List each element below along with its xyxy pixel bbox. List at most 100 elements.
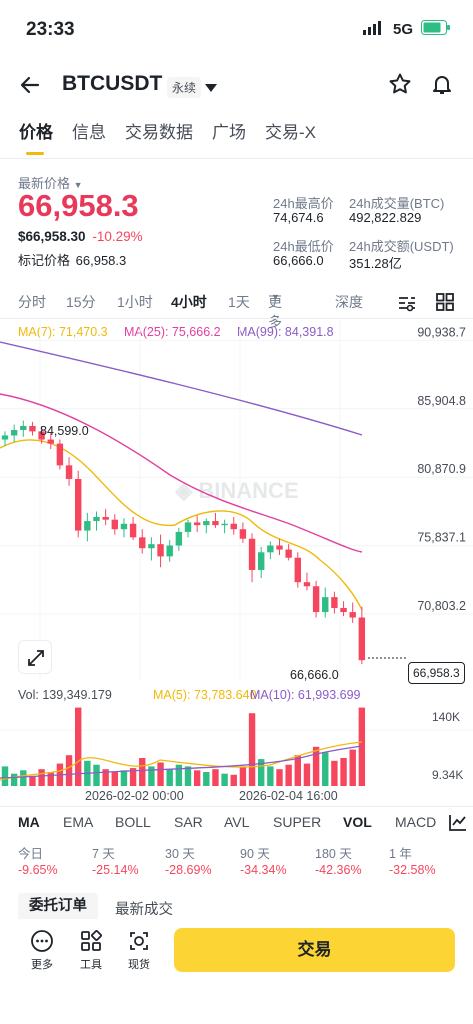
candle-body: [230, 523, 237, 530]
indicator-boll[interactable]: BOLL: [115, 814, 151, 830]
tab-trading-data[interactable]: 交易数据: [125, 123, 193, 142]
candle-body: [166, 545, 173, 557]
candle-body: [203, 521, 210, 526]
spot-button[interactable]: 现货: [119, 929, 159, 972]
indicator-ema[interactable]: EMA: [63, 814, 94, 830]
tab-latest-trades[interactable]: 最新成交: [115, 902, 173, 918]
candle-body: [111, 519, 118, 530]
price-usd: $66,958.30: [18, 229, 86, 244]
ma25-legend: MA(25): 75,666.2: [124, 325, 221, 339]
tab-trade-x[interactable]: 交易-X: [265, 123, 316, 142]
spot-label: 现货: [128, 959, 150, 971]
tab-price[interactable]: 价格: [19, 118, 53, 162]
performance-value: -34.34%: [240, 863, 287, 877]
timeframe-15m[interactable]: 15分: [66, 294, 96, 310]
network-label: 5G: [392, 21, 413, 38]
high-24h-label: 24h最高价: [273, 196, 334, 211]
time-label-2: 2026-02-04 16:00: [239, 789, 338, 803]
mark-price: 66,958.3: [75, 253, 127, 268]
candlestick-chart[interactable]: ◈ BINANCE 90,938.7 85,904.8 80,870.9 75,837…: [0, 320, 473, 680]
vol-usdt-label: 24h成交额(USDT): [349, 239, 454, 254]
candle-body: [303, 582, 311, 587]
timeframe-line[interactable]: 分时: [18, 294, 46, 310]
status-bar: 23:33 5G: [0, 0, 473, 60]
contract-badge: 永续: [167, 77, 202, 98]
indicator-ma[interactable]: MA: [18, 814, 40, 830]
candle-body: [129, 523, 137, 538]
volume-bar: [221, 773, 228, 786]
candle-body: [84, 521, 91, 531]
candle-body: [1, 435, 9, 440]
volume-bar: [248, 713, 256, 786]
volume-bar: [312, 746, 320, 786]
performance-label: 今日: [18, 847, 44, 861]
candle-body: [120, 523, 128, 530]
timeframe-1d[interactable]: 1天: [228, 294, 250, 310]
symbol-title[interactable]: BTCUSDT: [62, 72, 163, 95]
performance-value: -25.14%: [92, 863, 139, 877]
top-header: BTCUSDT 永续: [0, 60, 473, 110]
price-axis-label: 70,803.2: [417, 599, 466, 613]
volume-bar: [75, 707, 82, 786]
volume-bar: [102, 769, 109, 786]
more-button[interactable]: 更多: [22, 929, 62, 972]
candle-body: [10, 430, 18, 436]
candle-body: [340, 608, 347, 613]
bell-icon[interactable]: [430, 72, 454, 101]
binance-watermark: ◈ BINANCE: [174, 478, 298, 503]
more-label: 更多: [31, 959, 53, 971]
volume-bar: [184, 766, 192, 786]
status-time: 23:33: [26, 19, 75, 40]
volume-bar: [340, 758, 347, 786]
low-annotation: 66,666.0: [290, 668, 339, 682]
timeframe-4h[interactable]: 4小时: [171, 294, 207, 310]
candle-body: [175, 531, 183, 546]
indicator-macd[interactable]: MACD: [395, 814, 437, 830]
back-arrow-icon[interactable]: [18, 73, 42, 102]
volume-chart[interactable]: [0, 700, 473, 788]
trade-button[interactable]: 交易: [174, 928, 455, 972]
tab-info[interactable]: 信息: [72, 123, 106, 142]
tools-button[interactable]: 工具: [71, 929, 111, 972]
timeframe-1h[interactable]: 1小时: [117, 294, 153, 310]
performance-value: -42.36%: [315, 863, 362, 877]
chart-settings-icon[interactable]: [397, 293, 417, 316]
latest-price-label[interactable]: 最新价格 ▼: [18, 173, 83, 192]
candle-body: [358, 617, 366, 661]
vol-legend: Vol: 139,349.179: [18, 688, 112, 702]
volume-bar: [129, 768, 137, 786]
timeframe-depth[interactable]: 深度: [335, 294, 363, 310]
signal-icon: [362, 20, 385, 39]
star-icon[interactable]: [388, 72, 412, 101]
tabs-divider: [0, 158, 473, 159]
caret-down-icon: ▼: [271, 292, 280, 302]
vol-axis-max: 140K: [432, 710, 461, 724]
volume-bar: [267, 766, 274, 786]
indicator-super[interactable]: SUPER: [273, 814, 322, 830]
performance-label: 30 天: [165, 847, 195, 861]
candle-body: [212, 521, 219, 526]
candle-body: [267, 545, 274, 553]
price-axis-label: 75,837.1: [417, 531, 466, 545]
indicator-chart-icon[interactable]: [444, 812, 468, 835]
indicator-vol[interactable]: VOL: [343, 814, 372, 830]
indicator-avl[interactable]: AVL: [224, 814, 250, 830]
tab-square[interactable]: 广场: [212, 123, 246, 142]
symbol-dropdown-icon[interactable]: [205, 80, 217, 98]
fullscreen-button[interactable]: [18, 640, 52, 674]
candle-body: [193, 522, 201, 526]
ma7-line: [0, 439, 363, 611]
low-24h-label: 24h最低价: [273, 239, 334, 254]
tab-open-orders[interactable]: 委托订单: [18, 893, 98, 919]
price-axis-label: 90,938.7: [417, 325, 466, 339]
performance-label: 7 天: [92, 847, 115, 861]
volume-bar: [285, 764, 292, 786]
performance-value: -28.69%: [165, 863, 212, 877]
vol-ma5-legend: MA(5): 73,783.640: [153, 688, 257, 702]
candle-body: [221, 523, 228, 526]
current-price-tag[interactable]: 66,958.3: [408, 662, 465, 684]
indicator-sar[interactable]: SAR: [174, 814, 203, 830]
grid-layout-icon[interactable]: [435, 292, 455, 315]
performance-label: 1 年: [389, 847, 412, 861]
candle-body: [331, 597, 338, 608]
